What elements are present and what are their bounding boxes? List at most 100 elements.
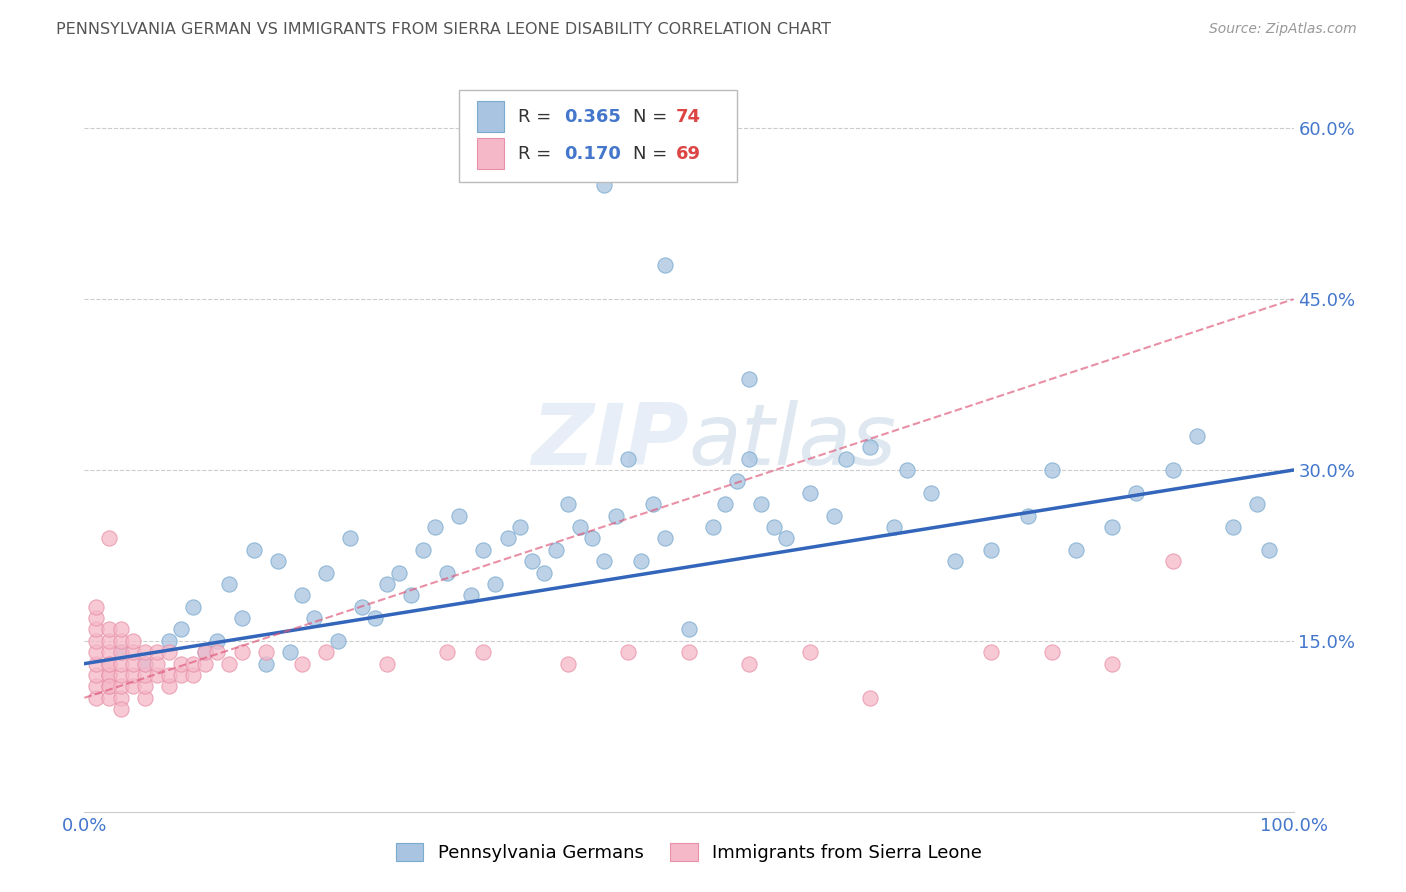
Point	[980, 645, 1002, 659]
Point	[617, 451, 640, 466]
Point	[97, 680, 120, 694]
Point	[291, 657, 314, 671]
Text: atlas: atlas	[689, 400, 897, 483]
Point	[315, 566, 337, 580]
Point	[496, 532, 519, 546]
Point	[181, 668, 204, 682]
Point	[678, 645, 700, 659]
Point	[1017, 508, 1039, 523]
Point	[157, 633, 180, 648]
Point	[181, 599, 204, 614]
Text: 69: 69	[676, 145, 700, 162]
Point	[533, 566, 555, 580]
Point	[1185, 429, 1208, 443]
Point	[110, 680, 132, 694]
Point	[557, 657, 579, 671]
Point	[86, 633, 108, 648]
Point	[86, 657, 108, 671]
Point	[110, 690, 132, 705]
Point	[472, 542, 495, 557]
Point	[823, 508, 845, 523]
Point	[134, 668, 156, 682]
Point	[328, 633, 350, 648]
Point	[714, 497, 737, 511]
Point	[725, 475, 748, 489]
Point	[86, 611, 108, 625]
Point	[231, 645, 253, 659]
Point	[375, 657, 398, 671]
Point	[352, 599, 374, 614]
Point	[97, 657, 120, 671]
Point	[146, 668, 169, 682]
Text: 0.170: 0.170	[564, 145, 621, 162]
Point	[1064, 542, 1087, 557]
Point	[146, 657, 169, 671]
Point	[170, 623, 193, 637]
Point	[194, 645, 217, 659]
Point	[1101, 657, 1123, 671]
FancyBboxPatch shape	[460, 90, 737, 183]
Point	[678, 623, 700, 637]
Point	[315, 645, 337, 659]
Point	[1246, 497, 1268, 511]
Point	[110, 623, 132, 637]
Point	[605, 508, 627, 523]
Text: N =: N =	[633, 108, 673, 126]
Point	[146, 645, 169, 659]
Point	[254, 657, 277, 671]
Point	[86, 645, 108, 659]
Text: Source: ZipAtlas.com: Source: ZipAtlas.com	[1209, 22, 1357, 37]
Point	[943, 554, 966, 568]
Point	[1161, 463, 1184, 477]
Point	[134, 657, 156, 671]
Point	[86, 680, 108, 694]
Point	[97, 623, 120, 637]
Point	[751, 497, 773, 511]
Point	[799, 485, 821, 500]
Point	[859, 440, 882, 454]
Point	[569, 520, 592, 534]
Point	[484, 577, 506, 591]
Point	[375, 577, 398, 591]
Point	[134, 690, 156, 705]
Point	[110, 645, 132, 659]
Point	[1125, 485, 1147, 500]
Point	[1258, 542, 1281, 557]
Point	[231, 611, 253, 625]
Point	[86, 599, 108, 614]
Point	[170, 668, 193, 682]
Point	[339, 532, 361, 546]
Point	[617, 645, 640, 659]
Point	[254, 645, 277, 659]
Point	[412, 542, 434, 557]
Point	[170, 657, 193, 671]
Point	[859, 690, 882, 705]
Point	[86, 690, 108, 705]
Point	[194, 645, 217, 659]
Text: ZIP: ZIP	[531, 400, 689, 483]
Point	[835, 451, 858, 466]
Point	[509, 520, 531, 534]
Point	[520, 554, 543, 568]
Point	[110, 657, 132, 671]
Point	[1161, 554, 1184, 568]
Point	[581, 532, 603, 546]
Point	[544, 542, 567, 557]
Point	[1040, 645, 1063, 659]
Point	[207, 645, 229, 659]
Point	[134, 680, 156, 694]
Text: N =: N =	[633, 145, 673, 162]
Point	[896, 463, 918, 477]
Point	[920, 485, 942, 500]
Point	[97, 668, 120, 682]
FancyBboxPatch shape	[478, 138, 503, 169]
Point	[97, 668, 120, 682]
Point	[738, 372, 761, 386]
Point	[302, 611, 325, 625]
Point	[97, 645, 120, 659]
Point	[134, 657, 156, 671]
Point	[97, 532, 120, 546]
Point	[654, 258, 676, 272]
Legend: Pennsylvania Germans, Immigrants from Sierra Leone: Pennsylvania Germans, Immigrants from Si…	[389, 836, 988, 870]
Point	[97, 657, 120, 671]
